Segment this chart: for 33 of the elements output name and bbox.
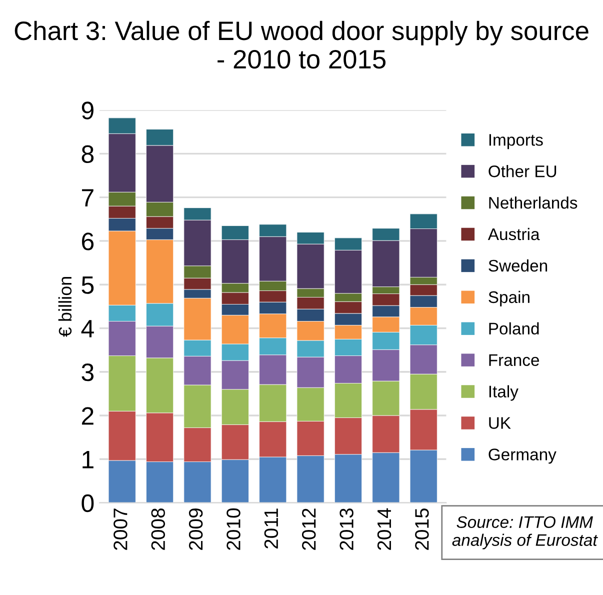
- source-note: Source: ITTO IMM analysis of Eurostat: [452, 516, 598, 550]
- legend-label: Germany: [488, 448, 556, 464]
- legend-label: France: [489, 354, 540, 366]
- y-axis-title: € billion: [58, 276, 72, 337]
- x-tick-label: 2010: [226, 508, 240, 550]
- x-tick-label: 2009: [188, 508, 203, 550]
- x-tick-label: 2008: [151, 508, 166, 550]
- x-tick-label: 2013: [340, 508, 354, 550]
- x-tick-label: 2007: [114, 508, 128, 550]
- legend-label: Austria: [488, 228, 540, 240]
- y-tick-label: 9: [82, 102, 94, 120]
- y-tick-label: 3: [82, 363, 94, 382]
- x-tick-label: 2011: [264, 508, 278, 548]
- y-tick-label: 0: [82, 494, 94, 512]
- y-tick-label: 8: [82, 145, 94, 164]
- y-tick-label: 5: [82, 276, 94, 294]
- legend-label: Spain: [488, 290, 530, 306]
- x-tick-label: 2012: [302, 508, 316, 550]
- y-tick-label: 7: [82, 189, 94, 206]
- x-tick-label: 2014: [377, 508, 392, 550]
- legend-label: UK: [489, 417, 511, 429]
- legend-label: Italy: [489, 385, 518, 401]
- y-tick-label: 2: [82, 407, 94, 425]
- legend-label: Poland: [489, 322, 539, 335]
- chart-title: Chart 3: Value of EU wood door supply by source - 2010 to 2015: [14, 20, 588, 69]
- x-tick-label: 2015: [415, 508, 429, 550]
- y-tick-label: 4: [81, 320, 94, 338]
- legend-label: Sweden: [488, 259, 548, 272]
- legend-label: Imports: [489, 134, 543, 150]
- y-tick-label: 6: [82, 232, 94, 250]
- legend-label: Other EU: [488, 165, 556, 178]
- y-tick-label: 1: [82, 451, 94, 468]
- legend-label: Netherlands: [489, 196, 578, 209]
